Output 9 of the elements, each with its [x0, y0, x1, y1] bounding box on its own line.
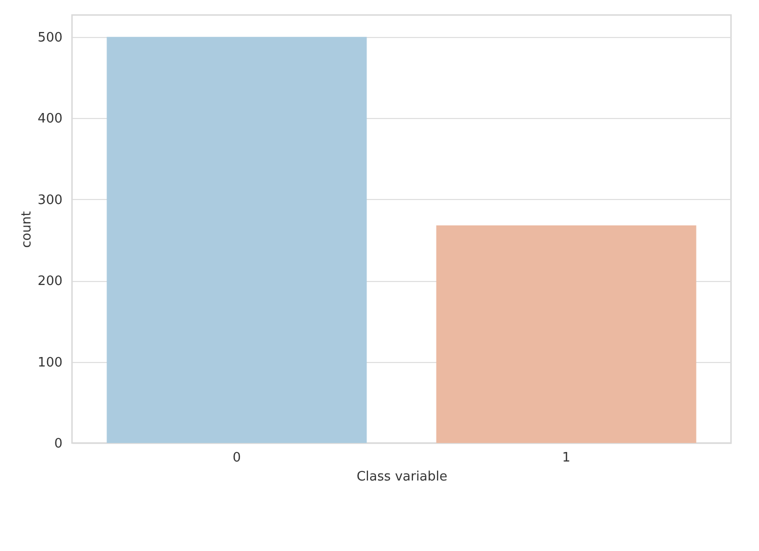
y-tick-label: 500 — [38, 30, 62, 46]
y-tick-label: 200 — [38, 274, 62, 290]
y-tick-label: 400 — [38, 112, 62, 127]
x-tick-label: 1 — [562, 450, 570, 466]
y-tick-label: 100 — [38, 355, 62, 370]
y-axis-title: count — [20, 211, 35, 248]
x-axis-title: Class variable — [356, 470, 448, 484]
y-tick-label: 0 — [54, 436, 62, 452]
y-tick-label: 300 — [38, 192, 62, 208]
